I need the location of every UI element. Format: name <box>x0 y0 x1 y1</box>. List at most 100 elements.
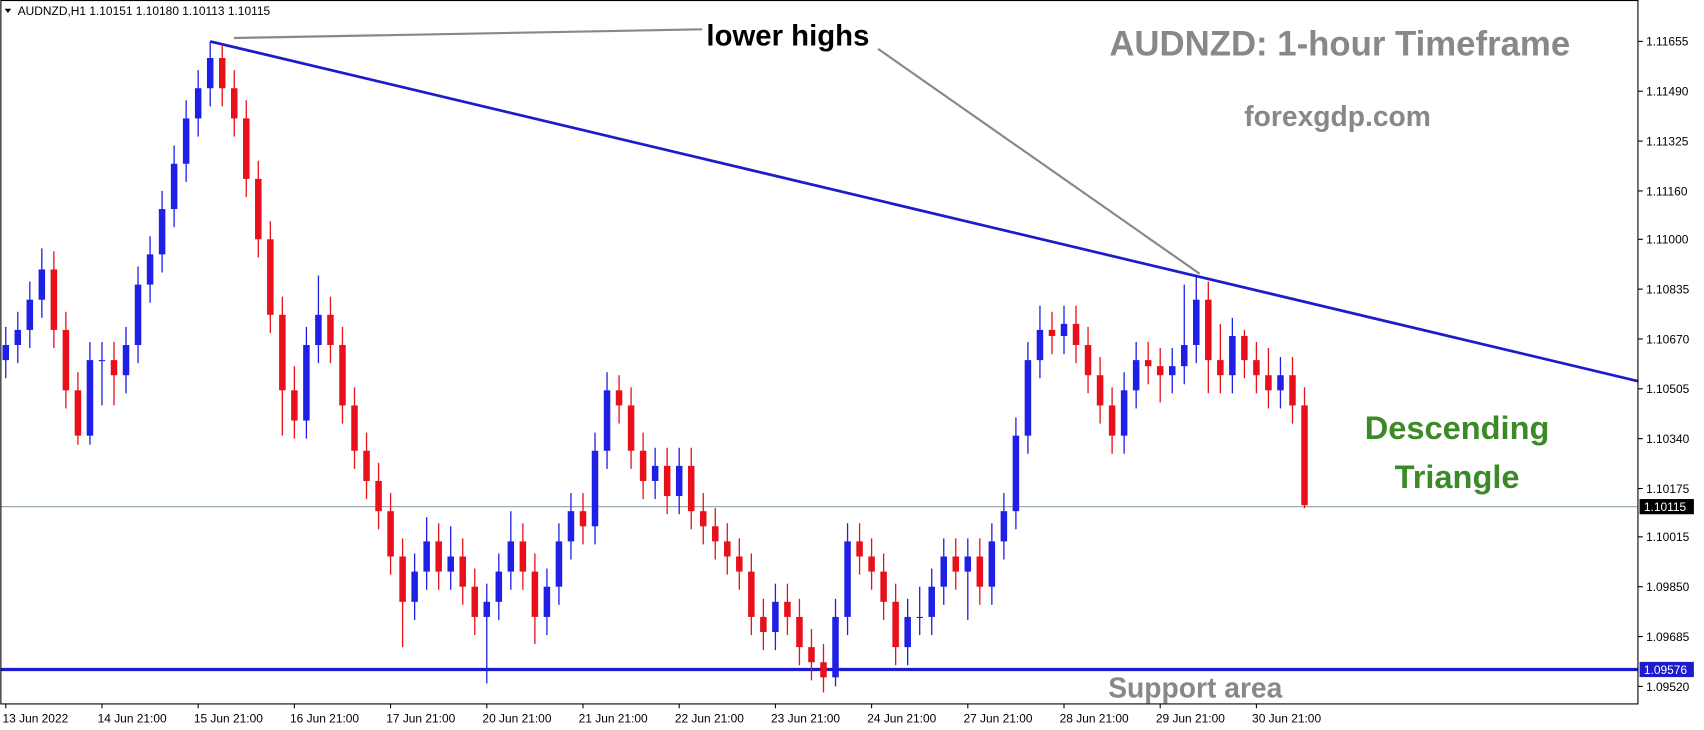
y-tick-label: 1.10835 <box>1646 282 1690 296</box>
candle-body <box>699 511 707 527</box>
candle-body <box>1120 390 1128 436</box>
candle-body <box>519 541 527 572</box>
candle-body <box>724 541 731 557</box>
candle-body <box>26 299 34 330</box>
candle-body <box>1229 335 1236 376</box>
candle-body <box>218 58 226 89</box>
candle-body <box>86 360 94 436</box>
candle-body <box>255 178 262 240</box>
candle-body <box>243 118 250 179</box>
candle-body <box>1036 329 1044 361</box>
candle-body <box>1048 329 1056 336</box>
y-tick-label: 1.09850 <box>1646 580 1690 594</box>
x-tick-label: 27 Jun 21:00 <box>963 711 1032 725</box>
y-tick-label: 1.11325 <box>1646 134 1689 148</box>
y-tick-label: 1.11490 <box>1646 85 1689 99</box>
candle-body <box>291 390 298 421</box>
y-tick-label: 1.11655 <box>1646 35 1689 49</box>
candle-body <box>555 541 563 587</box>
candle-body <box>1241 335 1248 361</box>
y-tick-label: 1.10175 <box>1646 482 1690 496</box>
candle-body <box>158 209 166 255</box>
candle-body <box>98 360 106 362</box>
candle-body <box>892 601 899 648</box>
candle-body <box>952 556 960 572</box>
candle-body <box>315 314 322 346</box>
candle-body <box>736 556 743 572</box>
candle-body <box>170 163 178 210</box>
y-tick-label: 1.11000 <box>1646 233 1689 247</box>
support-label: Support area <box>1108 671 1282 703</box>
candle-body <box>748 571 755 617</box>
candle-body <box>38 269 46 300</box>
annotation-pointer <box>877 47 1201 275</box>
candle-body <box>1253 360 1260 376</box>
trendline <box>209 40 1639 383</box>
candle-body <box>1156 366 1164 376</box>
candle-body <box>1265 375 1272 391</box>
candle-body <box>507 541 515 572</box>
candle-body <box>14 329 22 346</box>
candle-body <box>2 345 10 361</box>
candle-body <box>279 314 286 391</box>
chart-title: AUDNZD: 1-hour Timeframe <box>1109 25 1570 63</box>
candle-body <box>832 616 839 678</box>
candle-body <box>1060 323 1068 336</box>
candle-body <box>543 586 551 617</box>
support-price-label: 1.09576 <box>1644 663 1688 677</box>
x-tick-label: 21 Jun 21:00 <box>579 711 648 725</box>
candle-body <box>423 541 430 572</box>
x-tick-label: 29 Jun 21:00 <box>1156 711 1225 725</box>
x-tick-label: 24 Jun 21:00 <box>867 711 936 725</box>
candle-body <box>62 329 70 391</box>
candle-body <box>1108 405 1116 436</box>
candle-body <box>1144 360 1152 367</box>
candle-body <box>820 662 827 678</box>
candle-body <box>206 58 214 89</box>
candle-body <box>411 571 418 602</box>
pattern-label: Triangle <box>1395 459 1520 495</box>
x-tick-label: 30 Jun 21:00 <box>1252 711 1321 725</box>
candle-body <box>351 405 358 451</box>
candle-body <box>1012 435 1020 512</box>
candle-body <box>796 616 803 648</box>
candle-body <box>1301 405 1308 506</box>
candle-body <box>1168 366 1176 376</box>
candle-body <box>603 390 611 451</box>
candle-body <box>182 118 190 164</box>
candle-body <box>663 465 671 497</box>
candle-body <box>1205 299 1212 361</box>
candle-body <box>1000 511 1008 542</box>
plot-frame <box>0 0 1639 705</box>
candle-body <box>940 556 948 587</box>
y-tick-label: 1.09520 <box>1646 680 1690 694</box>
y-tick-label: 1.10015 <box>1646 530 1690 544</box>
candle-body <box>74 390 82 436</box>
x-tick-label: 15 Jun 21:00 <box>194 711 263 725</box>
candle-body <box>1289 375 1296 406</box>
x-tick-label: 23 Jun 21:00 <box>771 711 840 725</box>
candle-body <box>375 480 382 512</box>
candle-body <box>1217 360 1224 376</box>
y-tick-label: 1.10505 <box>1646 382 1690 396</box>
y-tick-label: 1.09685 <box>1646 630 1690 644</box>
candle-body <box>627 405 635 451</box>
candle-body <box>303 345 310 421</box>
candle-body <box>447 556 454 572</box>
candle-body <box>784 601 791 617</box>
candle-body <box>844 541 851 617</box>
x-tick-label: 16 Jun 21:00 <box>290 711 359 725</box>
candle-body <box>964 556 972 572</box>
candle-body <box>1024 360 1032 436</box>
candle-body <box>579 511 587 527</box>
x-tick-label: 14 Jun 21:00 <box>98 711 167 725</box>
price-label-box <box>1639 499 1694 515</box>
candle-body <box>856 541 863 557</box>
candle-body <box>483 601 491 617</box>
candle-body <box>1096 375 1104 406</box>
candle-body <box>134 284 142 346</box>
y-tick-label: 1.11160 <box>1646 184 1688 198</box>
y-tick-label: 1.10670 <box>1646 332 1690 346</box>
